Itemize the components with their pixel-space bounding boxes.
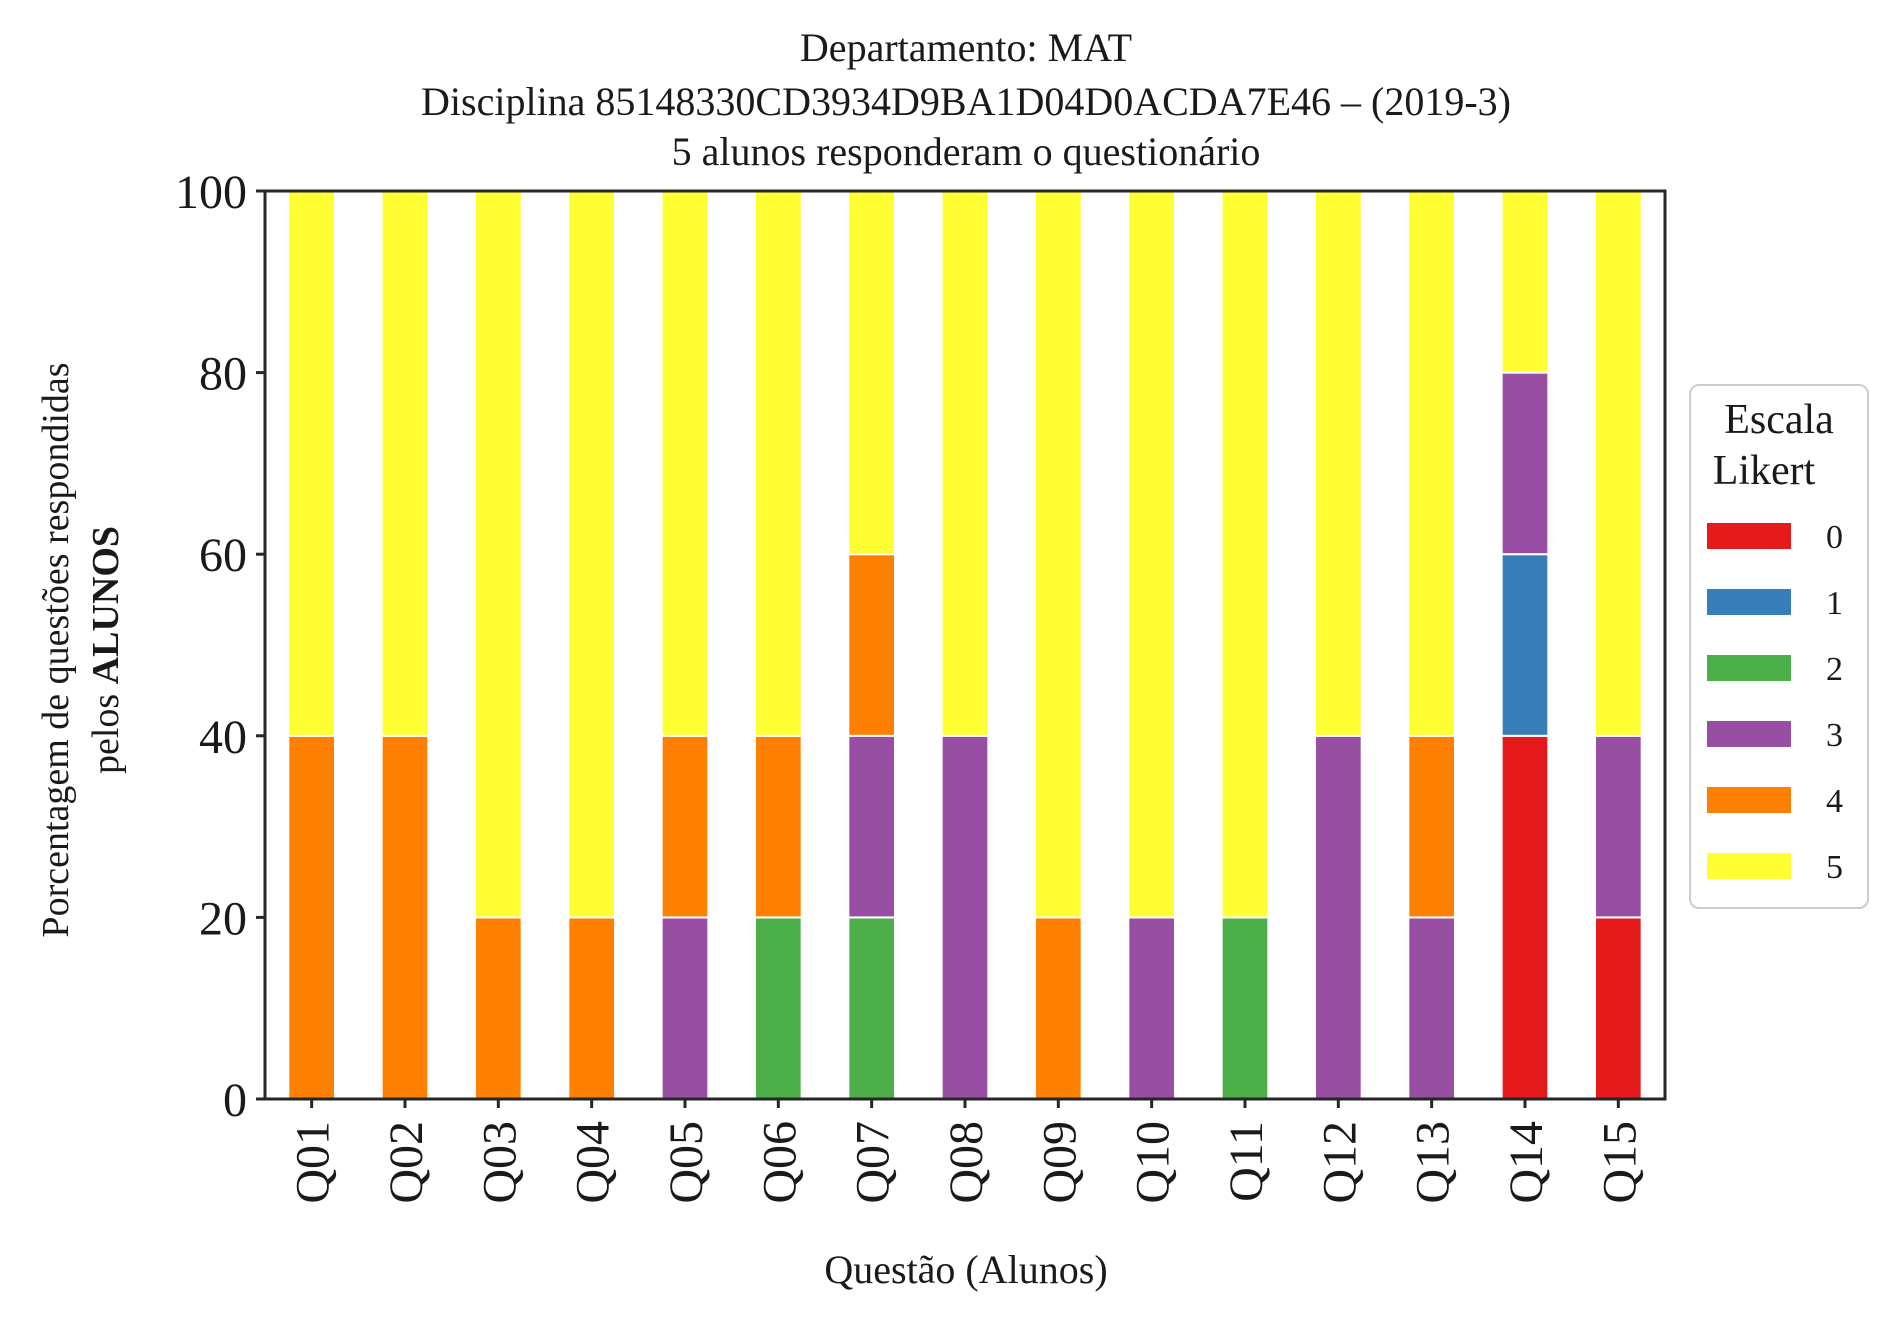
- bar-q02-level-4: [380, 734, 430, 1100]
- title-line-3: 5 alunos responderam o questionário: [672, 129, 1261, 174]
- bar-q07-level-5: [847, 190, 896, 556]
- x-axis-label: Questão (Alunos): [824, 1247, 1107, 1292]
- x-tick-label-q14: Q14: [1500, 1121, 1553, 1204]
- legend-swatch-3: [1707, 721, 1791, 747]
- bar-q11-level-5: [1220, 190, 1270, 919]
- legend-swatch-4: [1707, 787, 1791, 813]
- bar-q15-level-0: [1594, 916, 1643, 1101]
- bar-q06-level-5: [754, 190, 803, 737]
- x-tick-label-q02: Q02: [380, 1121, 433, 1204]
- legend-swatch-0: [1707, 523, 1791, 549]
- y-axis-label-line-2: pelos ALUNOS: [85, 526, 127, 774]
- x-tick-label-q13: Q13: [1407, 1121, 1460, 1204]
- legend-swatch-1: [1707, 589, 1791, 615]
- bar-q14-level-0: [1500, 734, 1550, 1100]
- y-axis-label-line-1: Porcentagem de questões respondidas: [35, 362, 77, 937]
- y-ticks-group: 0 20 40 60 80 100: [175, 166, 265, 1127]
- bar-q13-level-5: [1407, 190, 1457, 737]
- x-ticks-group: Q01 Q02 Q03 Q04 Q05 Q06 Q07 Q08 Q09 Q10 Q11 Q12 Q13 Q…: [287, 1099, 1646, 1204]
- bar-q01-level-4: [287, 734, 337, 1100]
- bar-q12-level-3: [1314, 734, 1363, 1100]
- y-tick-label-80: 80: [199, 348, 247, 401]
- legend-swatch-5: [1707, 853, 1791, 879]
- x-tick-label-q11: Q11: [1220, 1121, 1273, 1202]
- bar-q02-level-5: [380, 190, 430, 737]
- bar-q10-level-3: [1127, 916, 1177, 1101]
- y-axis-label-prefix: pelos: [85, 684, 127, 774]
- x-tick-label-q10: Q10: [1127, 1121, 1180, 1204]
- bar-q08-level-5: [940, 190, 990, 737]
- plot-frame: [263, 189, 1667, 1101]
- x-tick-label-q03: Q03: [473, 1121, 526, 1204]
- bar-q07-level-3: [847, 734, 896, 919]
- x-tick-label-q15: Q15: [1593, 1121, 1646, 1204]
- bars-group: [287, 190, 1643, 1101]
- bar-q04-level-4: [567, 916, 616, 1101]
- title-line-1: Departamento: MAT: [800, 25, 1132, 70]
- bar-q14-level-5: [1500, 190, 1550, 374]
- x-tick-label-q07: Q07: [847, 1121, 900, 1204]
- legend-entries: 0 1 2 3 4 5: [1707, 519, 1843, 886]
- y-tick-label-0: 0: [223, 1074, 247, 1127]
- y-tick-label-60: 60: [199, 529, 247, 582]
- legend-label-1: 1: [1826, 585, 1843, 622]
- legend-label-5: 5: [1826, 849, 1843, 886]
- chart-title: Departamento: MAT Disciplina 85148330CD3…: [421, 25, 1511, 174]
- bar-q07-level-4: [847, 553, 896, 737]
- bar-q05-level-3: [660, 916, 710, 1101]
- bar-q15-level-5: [1594, 190, 1643, 737]
- legend-label-3: 3: [1826, 717, 1843, 754]
- y-tick-label-20: 20: [199, 892, 247, 945]
- y-tick-label-100: 100: [175, 166, 247, 219]
- bar-q10-level-5: [1127, 190, 1177, 919]
- bar-q06-level-2: [754, 916, 803, 1101]
- bar-q13-level-4: [1407, 734, 1457, 919]
- y-tick-label-40: 40: [199, 711, 247, 764]
- legend: Escala Likert 0 1 2 3 4 5: [1689, 384, 1869, 909]
- bar-q15-level-3: [1594, 734, 1643, 919]
- bar-q05-level-5: [660, 190, 710, 737]
- title-line-2: Disciplina 85148330CD3934D9BA1D04D0ACDA7…: [421, 79, 1511, 124]
- legend-title-line-2: Likert: [1713, 448, 1816, 494]
- bar-q07-level-2: [847, 916, 896, 1101]
- x-tick-label-q05: Q05: [660, 1121, 713, 1204]
- legend-title-line-1: Escala: [1724, 397, 1834, 443]
- bar-q09-level-5: [1034, 190, 1083, 919]
- bar-q04-level-5: [567, 190, 616, 919]
- bar-q03-level-5: [474, 190, 523, 919]
- bar-q14-level-1: [1500, 553, 1550, 737]
- bar-q14-level-3: [1500, 371, 1550, 556]
- x-tick-label-q06: Q06: [753, 1121, 806, 1204]
- x-tick-label-q08: Q08: [940, 1121, 993, 1204]
- legend-frame: [1689, 384, 1869, 909]
- x-tick-label-q12: Q12: [1313, 1121, 1366, 1204]
- bar-q13-level-3: [1407, 916, 1457, 1101]
- bar-q12-level-5: [1314, 190, 1363, 737]
- y-axis-label: Porcentagem de questões respondidas pelo…: [35, 362, 127, 937]
- bar-q08-level-3: [940, 734, 990, 1100]
- bar-q11-level-2: [1220, 916, 1270, 1101]
- y-axis-label-bold: ALUNOS: [85, 526, 127, 684]
- legend-label-2: 2: [1826, 651, 1843, 688]
- x-tick-label-q04: Q04: [567, 1121, 620, 1204]
- bar-q01-level-5: [287, 190, 337, 737]
- legend-swatch-2: [1707, 655, 1791, 681]
- bar-q03-level-4: [474, 916, 523, 1101]
- x-tick-label-q09: Q09: [1033, 1121, 1086, 1204]
- legend-label-4: 4: [1826, 783, 1843, 820]
- x-tick-label-q01: Q01: [287, 1121, 340, 1204]
- bar-q06-level-4: [754, 734, 803, 919]
- bar-q09-level-4: [1034, 916, 1083, 1101]
- legend-label-0: 0: [1826, 519, 1843, 556]
- bar-q05-level-4: [660, 734, 710, 919]
